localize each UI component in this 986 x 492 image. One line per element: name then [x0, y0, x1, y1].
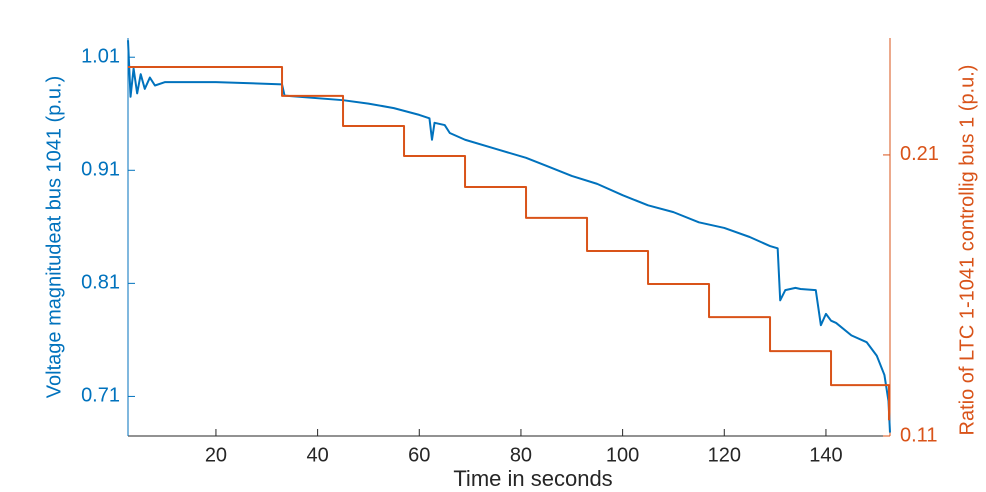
y2-tick-label: 0.21: [900, 143, 939, 165]
y-tick-label: 1.01: [81, 46, 120, 68]
x-tick-label: 140: [809, 444, 842, 466]
y-tick-label: 0.81: [81, 272, 120, 294]
y2-axis-label: Ratio of LTC 1-1041 controllig bus 1 (p.…: [956, 65, 978, 436]
series-line: [127, 40, 891, 433]
x-tick-label: 80: [510, 444, 532, 466]
y-axis-label: Voltage magnitudeat bus 1041 (p.u.): [43, 76, 65, 398]
x-tick-label: 60: [408, 444, 430, 466]
y-tick-label: 0.71: [81, 385, 120, 407]
x-tick-label: 100: [606, 444, 639, 466]
y-tick-label: 0.91: [81, 159, 120, 181]
x-tick-label: 40: [306, 444, 328, 466]
x-tick-label: 120: [708, 444, 741, 466]
x-axis-label: Time in seconds: [453, 466, 612, 491]
y2-tick-label: 0.11: [900, 424, 937, 446]
series-line: [128, 65, 890, 421]
x-tick-label: 20: [205, 444, 227, 466]
